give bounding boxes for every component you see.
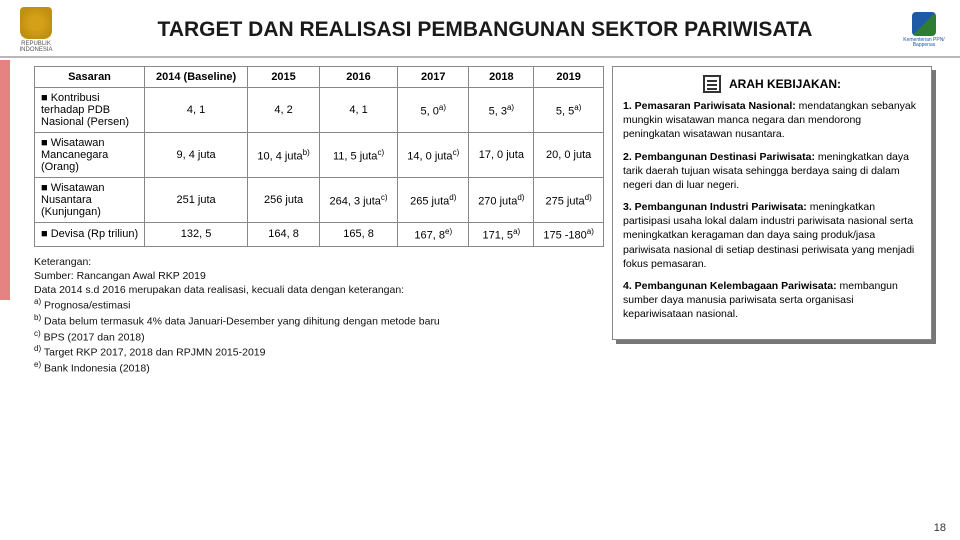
note-line: Sumber: Rancangan Awal RKP 2019	[34, 269, 604, 283]
target-table: Sasaran2014 (Baseline)201520162017201820…	[34, 66, 604, 247]
table-header: 2016	[319, 67, 397, 88]
garuda-icon	[20, 7, 52, 39]
notes: Keterangan: Sumber: Rancangan Awal RKP 2…	[34, 255, 604, 376]
table-cell: 5, 5a)	[534, 88, 604, 133]
table-cell: 171, 5a)	[469, 223, 534, 247]
table-header: 2019	[534, 67, 604, 88]
page-title: TARGET DAN REALISASI PEMBANGUNAN SEKTOR …	[70, 18, 900, 42]
table-row: ■ Wisatawan Nusantara (Kunjungan)251 jut…	[35, 178, 604, 223]
table-cell: 14, 0 jutac)	[398, 133, 469, 178]
note-line: c) BPS (2017 dan 2018)	[34, 329, 604, 345]
note-line: d) Target RKP 2017, 2018 dan RPJMN 2015-…	[34, 344, 604, 360]
table-cell: 256 juta	[248, 178, 320, 223]
table-cell: 10, 4 jutab)	[248, 133, 320, 178]
table-cell: 4, 1	[319, 88, 397, 133]
policy-header: ARAH KEBIJAKAN:	[623, 75, 921, 93]
table-header: 2015	[248, 67, 320, 88]
right-column: ARAH KEBIJAKAN: 1. Pemasaran Pariwisata …	[612, 66, 932, 376]
table-cell: 275 jutad)	[534, 178, 604, 223]
table-cell: 4, 2	[248, 88, 320, 133]
logo-bappenas: Kementerian PPN/ Bappenas	[900, 6, 948, 54]
table-cell: 11, 5 jutac)	[319, 133, 397, 178]
left-column: Sasaran2014 (Baseline)201520162017201820…	[34, 66, 604, 376]
policy-item: 3. Pembangunan Industri Pariwisata: meni…	[623, 200, 921, 271]
table-header: 2018	[469, 67, 534, 88]
table-cell: 132, 5	[145, 223, 248, 247]
row-label: ■ Wisatawan Mancanegara (Orang)	[35, 133, 145, 178]
logo-right-text: Kementerian PPN/ Bappenas	[903, 38, 944, 48]
header: REPUBLIK INDONESIA TARGET DAN REALISASI …	[0, 0, 960, 58]
table-cell: 165, 8	[319, 223, 397, 247]
table-header: Sasaran	[35, 67, 145, 88]
bappenas-icon	[912, 12, 936, 36]
table-cell: 175 -180a)	[534, 223, 604, 247]
note-line: e) Bank Indonesia (2018)	[34, 360, 604, 376]
table-cell: 17, 0 juta	[469, 133, 534, 178]
table-cell: 270 jutad)	[469, 178, 534, 223]
table-cell: 264, 3 jutac)	[319, 178, 397, 223]
table-row: ■ Wisatawan Mancanegara (Orang)9, 4 juta…	[35, 133, 604, 178]
row-label: ■ Kontribusi terhadap PDB Nasional (Pers…	[35, 88, 145, 133]
notes-heading: Keterangan:	[34, 255, 604, 269]
table-cell: 20, 0 juta	[534, 133, 604, 178]
policy-list: 1. Pemasaran Pariwisata Nasional: mendat…	[623, 99, 921, 321]
table-cell: 265 jutad)	[398, 178, 469, 223]
policy-item: 2. Pembangunan Destinasi Pariwisata: men…	[623, 150, 921, 193]
policy-item: 4. Pembangunan Kelembagaan Pariwisata: m…	[623, 279, 921, 322]
table-cell: 5, 0a)	[398, 88, 469, 133]
table-header: 2014 (Baseline)	[145, 67, 248, 88]
table-cell: 164, 8	[248, 223, 320, 247]
policy-icon	[703, 75, 721, 93]
policy-box: ARAH KEBIJAKAN: 1. Pemasaran Pariwisata …	[612, 66, 932, 340]
policy-item: 1. Pemasaran Pariwisata Nasional: mendat…	[623, 99, 921, 142]
policy-heading: ARAH KEBIJAKAN:	[729, 76, 841, 92]
note-line: a) Prognosa/estimasi	[34, 297, 604, 313]
table-row: ■ Devisa (Rp triliun)132, 5164, 8165, 81…	[35, 223, 604, 247]
table-cell: 167, 8e)	[398, 223, 469, 247]
table-header: 2017	[398, 67, 469, 88]
side-stripe	[0, 60, 10, 540]
row-label: ■ Devisa (Rp triliun)	[35, 223, 145, 247]
table-cell: 5, 3a)	[469, 88, 534, 133]
table-cell: 4, 1	[145, 88, 248, 133]
logo-garuda: REPUBLIK INDONESIA	[12, 6, 60, 54]
note-line: Data 2014 s.d 2016 merupakan data realis…	[34, 283, 604, 297]
table-cell: 251 juta	[145, 178, 248, 223]
note-line: b) Data belum termasuk 4% data Januari-D…	[34, 313, 604, 329]
content: Sasaran2014 (Baseline)201520162017201820…	[0, 58, 960, 376]
row-label: ■ Wisatawan Nusantara (Kunjungan)	[35, 178, 145, 223]
table-row: ■ Kontribusi terhadap PDB Nasional (Pers…	[35, 88, 604, 133]
logo-left-text: REPUBLIK INDONESIA	[19, 41, 52, 53]
table-cell: 9, 4 juta	[145, 133, 248, 178]
page-number: 18	[934, 522, 946, 534]
